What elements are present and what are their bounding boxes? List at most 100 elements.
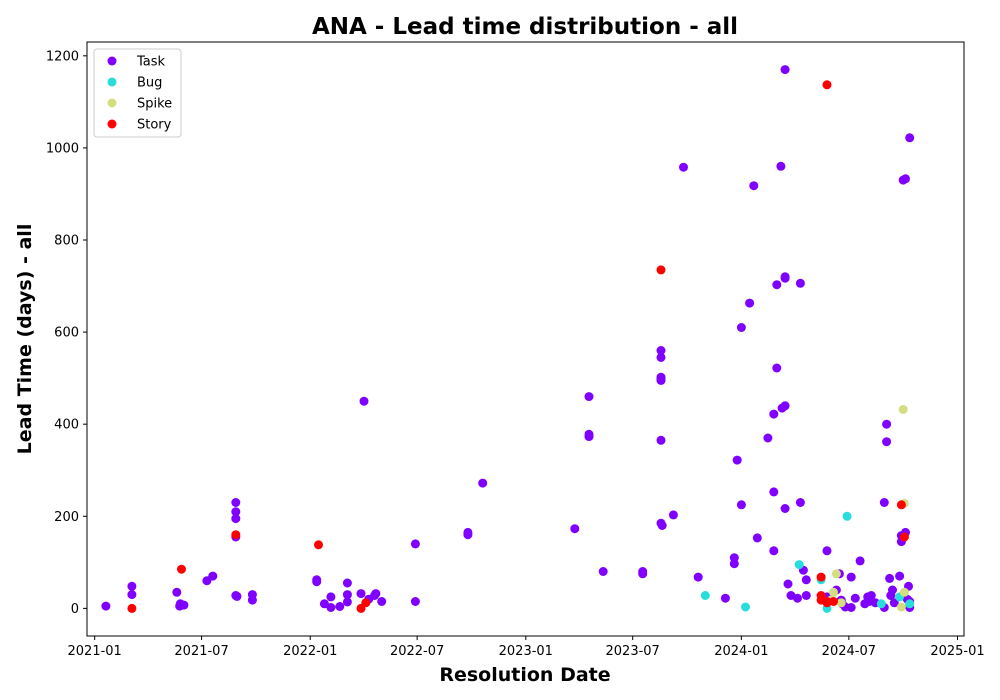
data-point xyxy=(795,498,805,507)
data-point xyxy=(866,591,876,600)
data-point xyxy=(905,133,915,143)
data-point xyxy=(882,437,892,447)
x-tick-label: 2022-01 xyxy=(283,644,337,659)
legend-marker xyxy=(107,77,117,87)
data-point xyxy=(342,597,352,607)
y-tick-label: 400 xyxy=(54,418,79,433)
data-point xyxy=(371,589,381,599)
legend-label: Bug xyxy=(137,76,162,91)
data-point xyxy=(896,602,906,612)
data-point xyxy=(772,363,782,373)
x-tick-label: 2022-07 xyxy=(390,644,444,659)
data-point xyxy=(752,533,762,543)
data-point xyxy=(101,601,111,611)
data-point xyxy=(898,405,908,414)
data-point xyxy=(780,401,790,411)
data-point xyxy=(314,540,323,550)
data-point xyxy=(888,585,897,595)
series-story xyxy=(127,80,909,613)
data-point xyxy=(776,161,786,171)
data-point xyxy=(876,599,886,609)
data-point xyxy=(732,455,742,465)
x-tick-label: 2023-07 xyxy=(606,644,660,659)
data-point xyxy=(795,278,805,288)
y-tick-label: 0 xyxy=(71,602,79,617)
data-point xyxy=(232,591,242,601)
data-point xyxy=(700,591,710,600)
data-point xyxy=(882,419,892,429)
data-point xyxy=(772,280,782,290)
data-point xyxy=(638,569,648,579)
data-point xyxy=(780,504,790,513)
data-point xyxy=(231,514,241,524)
y-axis-title: Lead Time (days) - all xyxy=(14,224,36,455)
x-axis-title: Resolution Date xyxy=(439,664,610,686)
data-point xyxy=(879,498,889,507)
series-bug xyxy=(700,511,915,613)
legend: Task Bug Spike Story xyxy=(93,48,182,138)
data-point xyxy=(899,532,909,542)
data-point xyxy=(780,273,790,283)
data-point xyxy=(693,572,703,582)
data-point xyxy=(656,265,666,275)
x-tick-label: 2024-01 xyxy=(714,644,768,659)
data-point xyxy=(794,560,804,570)
data-point xyxy=(127,590,137,600)
x-tick-label: 2021-01 xyxy=(68,644,122,659)
data-point xyxy=(377,597,387,606)
data-point xyxy=(656,375,666,385)
data-point xyxy=(410,597,420,606)
data-point xyxy=(736,500,746,510)
data-point xyxy=(899,587,909,597)
data-point xyxy=(356,589,366,599)
data-point xyxy=(231,507,241,517)
x-tick-label: 2021-07 xyxy=(174,644,228,659)
x-tick-label: 2023-01 xyxy=(499,644,553,659)
data-point xyxy=(342,578,352,588)
data-point xyxy=(842,511,852,521)
data-point xyxy=(312,575,322,585)
data-point xyxy=(769,487,779,497)
data-point xyxy=(846,603,856,612)
data-point xyxy=(127,581,137,591)
data-point xyxy=(850,593,860,603)
data-point xyxy=(584,392,594,402)
data-point xyxy=(342,590,352,600)
data-point xyxy=(656,435,666,445)
legend-marker xyxy=(107,56,117,66)
data-point xyxy=(463,530,473,540)
data-point xyxy=(829,597,838,606)
x-tick-label: 2025-01 xyxy=(930,644,984,659)
data-point xyxy=(175,599,185,609)
data-point xyxy=(335,602,345,611)
legend-label: Spike xyxy=(137,97,172,112)
data-point xyxy=(720,593,730,603)
data-point xyxy=(895,571,905,581)
data-point xyxy=(749,181,759,191)
data-point xyxy=(326,592,336,602)
legend-box xyxy=(93,48,182,138)
data-point xyxy=(478,478,488,488)
data-point xyxy=(801,575,811,585)
data-point xyxy=(855,556,865,566)
data-point xyxy=(885,573,895,583)
data-point xyxy=(657,521,667,530)
data-point xyxy=(816,572,826,582)
data-point xyxy=(889,598,899,608)
points-layer xyxy=(101,65,915,613)
data-point xyxy=(836,598,846,608)
data-point xyxy=(247,595,257,605)
data-point xyxy=(905,599,915,609)
data-point xyxy=(793,593,802,603)
y-tick-label: 200 xyxy=(54,510,79,525)
data-point xyxy=(769,409,779,419)
legend-label: Task xyxy=(136,55,166,70)
data-point xyxy=(769,546,779,556)
legend-label: Story xyxy=(137,118,172,133)
y-tick-label: 1000 xyxy=(46,141,79,156)
data-point xyxy=(780,65,790,75)
data-point xyxy=(208,571,218,581)
data-point xyxy=(763,433,773,443)
data-point xyxy=(598,567,608,576)
y-tick-label: 800 xyxy=(54,234,79,249)
